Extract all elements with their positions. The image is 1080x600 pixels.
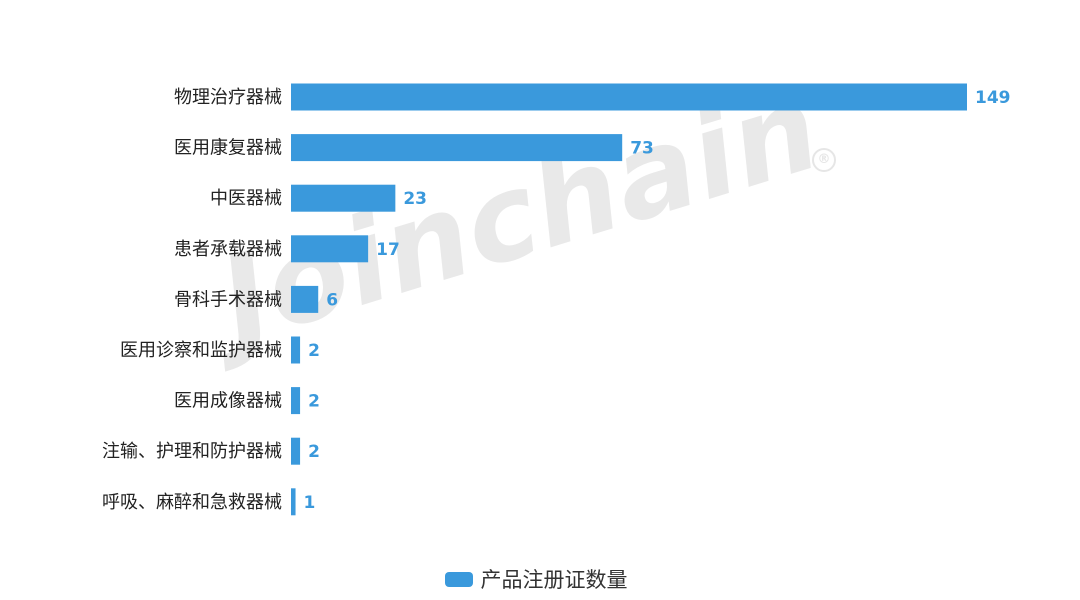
legend-label: 产品注册证数量 <box>480 568 628 592</box>
data-label: 1 <box>304 493 316 513</box>
bar <box>291 184 396 212</box>
category-label: 物理治疗器械 <box>174 87 282 108</box>
data-label: 2 <box>308 341 320 361</box>
data-label: 17 <box>376 240 400 260</box>
category-label: 骨科手术器械 <box>174 289 282 310</box>
bar <box>291 235 369 263</box>
bar <box>291 437 301 465</box>
bars-layer: 物理治疗器械 149 医用康复器械 73 中医器械 23 患者承载器械 17 骨科手术器械 6 医用… <box>102 83 1011 516</box>
legend-swatch <box>444 571 473 587</box>
bar <box>291 83 967 111</box>
data-label: 6 <box>326 290 338 310</box>
legend: 产品注册证数量 <box>0 564 1080 594</box>
bar <box>291 134 623 162</box>
data-label: 73 <box>630 139 654 159</box>
bar <box>291 488 296 516</box>
data-label: 2 <box>308 442 320 462</box>
bar <box>291 387 301 415</box>
data-label: 149 <box>975 88 1011 108</box>
watermark-registered-mark: ® <box>812 148 836 172</box>
category-label: 医用康复器械 <box>174 138 282 159</box>
category-label: 医用诊察和监护器械 <box>120 340 282 361</box>
category-label: 医用成像器械 <box>174 391 282 412</box>
category-label: 注输、护理和防护器械 <box>102 441 282 462</box>
bar <box>291 336 301 364</box>
data-label: 23 <box>403 189 427 209</box>
category-label: 中医器械 <box>210 188 282 209</box>
category-label: 呼吸、麻醉和急救器械 <box>102 492 282 513</box>
category-label: 患者承载器械 <box>174 239 282 260</box>
data-label: 2 <box>308 392 320 412</box>
bar <box>291 285 319 313</box>
